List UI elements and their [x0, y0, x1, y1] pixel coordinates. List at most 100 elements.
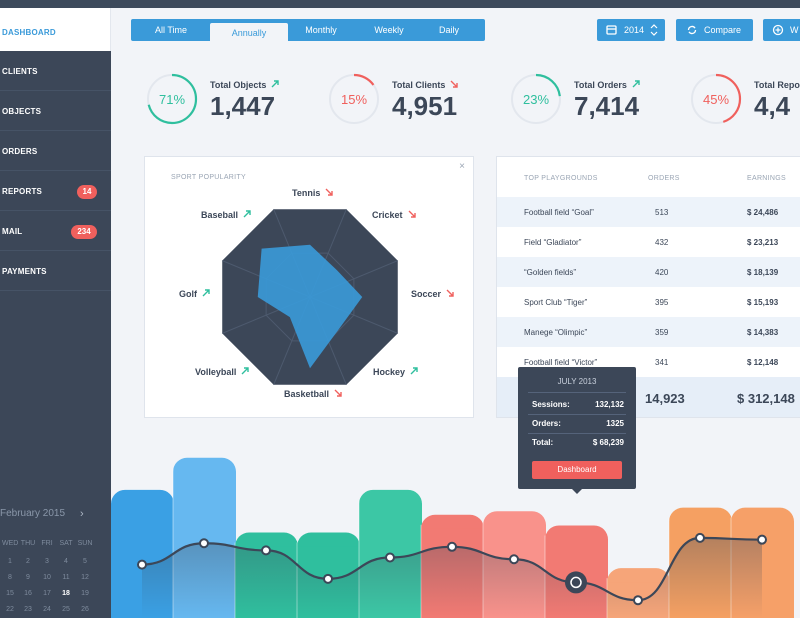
tab-all-time[interactable]: All Time: [154, 25, 187, 35]
trend-down-icon: [334, 389, 342, 399]
calendar-day[interactable]: 19: [81, 590, 89, 597]
sidebar-item-orders[interactable]: ORDERS: [0, 131, 111, 171]
progress-percent: 23%: [522, 92, 550, 107]
table-row[interactable]: Field “Gladiator” 432 $ 23,213: [497, 227, 800, 257]
calendar-day[interactable]: 26: [81, 606, 89, 613]
trend-up-icon: [243, 210, 251, 220]
chevron-right-icon[interactable]: ›: [80, 508, 84, 520]
tab-annually[interactable]: Annually: [210, 23, 288, 41]
stat-label-text: Total Clients: [392, 80, 446, 90]
stat-value: 4,951: [392, 91, 458, 121]
tooltip-divider: [528, 414, 626, 415]
column-header: ORDERS: [648, 175, 680, 182]
calendar-day[interactable]: 1: [8, 558, 12, 565]
sidebar-item-label: OBJECTS: [2, 107, 42, 116]
tab-daily[interactable]: Daily: [438, 25, 459, 35]
compare-label: Compare: [704, 25, 742, 35]
column-header: EARNINGS: [747, 175, 786, 182]
top-playgrounds-table: TOP PLAYGROUNDS ORDERS EARNINGS Football…: [496, 156, 800, 418]
trend-down-icon: [408, 210, 416, 220]
column-header: TOP PLAYGROUNDS: [524, 175, 598, 182]
sidebar-item-label: MAIL: [2, 227, 23, 236]
close-icon[interactable]: ×: [459, 161, 465, 172]
wave-point: [385, 552, 395, 563]
year-select[interactable]: 2014: [597, 19, 665, 41]
stat-value: 7,414: [574, 91, 640, 121]
radar-label-tennis: Tennis: [292, 188, 334, 198]
sidebar-item-label: ORDERS: [2, 147, 38, 156]
calendar-icon: [606, 19, 617, 49]
radar-label-text: Golf: [179, 289, 197, 299]
calendar-day[interactable]: 4: [64, 558, 68, 565]
progress-percent: 45%: [702, 92, 730, 107]
sidebar-item-clients[interactable]: CLIENTS: [0, 51, 111, 91]
plus-circle-icon: [772, 19, 784, 49]
calendar-day[interactable]: 18: [62, 590, 70, 597]
calendar-day[interactable]: 8: [8, 574, 12, 581]
calendar-day[interactable]: 24: [43, 606, 51, 613]
dashboard-button[interactable]: Dashboard: [532, 461, 622, 479]
tab-monthly[interactable]: Monthly: [305, 25, 337, 35]
calendar-day[interactable]: 2: [26, 558, 30, 565]
tooltip-value: 1325: [606, 419, 624, 428]
calendar-day[interactable]: 17: [43, 590, 51, 597]
table-row[interactable]: Manege “Olimpic” 359 $ 14,383: [497, 317, 800, 347]
tab-weekly[interactable]: Weekly: [374, 25, 404, 35]
sidebar-item-reports[interactable]: REPORTS 14: [0, 171, 111, 211]
calendar-day[interactable]: 16: [24, 590, 32, 597]
trend-up-icon: [271, 80, 280, 90]
chart-tooltip: JULY 2013 Sessions: 132,132 Orders: 1325…: [518, 367, 636, 494]
calendar-day[interactable]: 3: [45, 558, 49, 565]
tooltip-value: 132,132: [595, 400, 624, 409]
wave-point: [323, 573, 333, 584]
trend-down-icon: [446, 289, 454, 299]
calendar-day[interactable]: 5: [83, 558, 87, 565]
orders-count: 432: [655, 238, 669, 247]
tooltip-key: Sessions:: [532, 400, 570, 409]
sidebar-item-objects[interactable]: OBJECTS: [0, 91, 111, 131]
calendar-day[interactable]: 10: [43, 574, 51, 581]
wave-point: [695, 532, 705, 543]
wave-point: [137, 559, 147, 570]
calendar-day[interactable]: 23: [24, 606, 32, 613]
earnings-value: $ 15,193: [747, 298, 779, 307]
calendar-day[interactable]: 22: [6, 606, 14, 613]
tooltip-pointer: [572, 489, 582, 494]
sidebar-item-dashboard[interactable]: DASHBOARD: [2, 28, 56, 37]
table-row[interactable]: Football field “Victor” 341 $ 12,148: [497, 347, 800, 377]
orders-count: 341: [655, 358, 669, 367]
playground-name: Field “Gladiator”: [524, 238, 582, 247]
progress-percent: 15%: [340, 92, 368, 107]
calendar-day[interactable]: 25: [62, 606, 70, 613]
stat-label-text: Total Orders: [574, 80, 627, 90]
tooltip-key: Orders:: [532, 419, 561, 428]
total-orders: 14,923: [645, 391, 685, 406]
stat-label: Total Objects: [210, 80, 280, 90]
calendar-day[interactable]: 15: [6, 590, 14, 597]
selected-point-ring: [570, 576, 582, 589]
top-strip: [0, 0, 800, 8]
compare-button[interactable]: Compare: [676, 19, 753, 41]
calendar-day[interactable]: 11: [62, 574, 70, 581]
add-widget-button[interactable]: W: [763, 19, 800, 41]
radar-chart: [222, 209, 398, 385]
radar-label-volleyball: Volleyball: [195, 367, 250, 377]
table-row[interactable]: Football field “Goal” 513 $ 24,486: [497, 197, 800, 227]
table-row[interactable]: Sport Club “Tiger” 395 $ 15,193: [497, 287, 800, 317]
calendar-weekday: WED: [2, 540, 19, 547]
table-row[interactable]: “Golden fields” 420 $ 18,139: [497, 257, 800, 287]
calendar-day[interactable]: 9: [26, 574, 30, 581]
sidebar-item-mail[interactable]: MAIL 234: [0, 211, 111, 251]
calendar-day[interactable]: 12: [81, 574, 89, 581]
radar-label-golf: Golf: [179, 289, 210, 299]
progress-ring: 45%: [689, 72, 743, 131]
sidebar-item-payments[interactable]: PAYMENTS: [0, 251, 111, 291]
tooltip-key: Total:: [532, 438, 554, 447]
calendar-weekday: THU: [20, 540, 36, 547]
orders-count: 359: [655, 328, 669, 337]
total-earnings: $ 312,148: [737, 391, 795, 406]
stat-label-text: Total Repor: [754, 80, 800, 90]
refresh-icon: [686, 19, 698, 49]
radar-label-text: Hockey: [373, 367, 406, 377]
stat-value: 1,447: [210, 91, 276, 121]
